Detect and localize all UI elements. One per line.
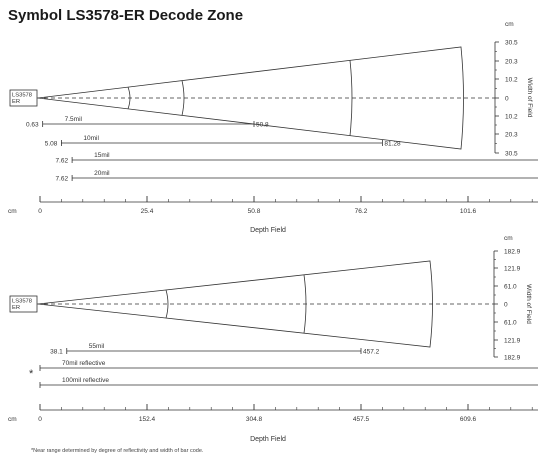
range-near-label: 7.62 [55, 175, 68, 182]
width-axis-title: Width of Field [525, 284, 532, 324]
decode-zone-arc [349, 60, 353, 136]
width-axis-tick-label: 182.9 [504, 354, 521, 361]
range-barcode-label: 100mil reflective [62, 377, 109, 384]
range-near-label: 0.63 [26, 121, 39, 128]
page-title: Symbol LS3578-ER Decode Zone [8, 7, 244, 24]
depth-axis-title: Depth Field [250, 436, 286, 443]
width-axis-tick-label: 0 [505, 95, 509, 102]
width-axis-title: Width of Field [526, 78, 533, 118]
depth-axis-tick-label: 76.2 [355, 208, 368, 215]
range-far-label: 81.28 [384, 140, 401, 147]
width-axis-tick-label: 10.2 [505, 113, 518, 120]
width-axis-tick-label: 121.9 [504, 337, 521, 344]
decode-zone-arc [165, 289, 169, 319]
range-barcode-label: 55mil [89, 343, 105, 350]
depth-axis-tick-label: 50.8 [248, 208, 261, 215]
range-barcode-label: 15mil [94, 152, 110, 159]
range-far-label: 50.8 [256, 121, 269, 128]
width-axis-tick-label: 0 [504, 301, 508, 308]
width-axis-tick-label: 61.0 [504, 283, 517, 290]
range-barcode-label: 7.5mil [65, 116, 83, 123]
width-axis-tick-label: 121.9 [504, 265, 521, 272]
depth-axis-title: Depth Field [250, 227, 286, 234]
depth-axis-unit: cm [8, 416, 17, 423]
range-barcode-label: 10mil [83, 135, 99, 142]
depth-axis-tick-label: 0 [38, 208, 42, 215]
depth-axis-tick-label: 152.4 [139, 416, 156, 423]
range-near-label: 5.08 [45, 140, 58, 147]
range-barcode-label: 70mil reflective [62, 360, 106, 367]
width-axis-tick-label: 10.2 [505, 76, 518, 83]
width-axis-tick-label: 20.3 [505, 131, 518, 138]
scanner-label: LS3578 [12, 299, 32, 305]
width-axis-tick-label: 30.5 [505, 150, 518, 157]
width-axis-tick-label: 61.0 [504, 319, 517, 326]
footnote: *Near range determined by degree of refl… [31, 448, 204, 454]
depth-axis-unit: cm [8, 208, 17, 215]
depth-axis-tick-label: 457.5 [353, 416, 370, 423]
range-far-label: 457.2 [363, 348, 380, 355]
width-axis-tick-label: 182.9 [504, 248, 521, 255]
width-axis-unit: cm [504, 235, 513, 242]
depth-axis-tick-label: 609.6 [460, 416, 477, 423]
depth-axis-tick-label: 0 [38, 416, 42, 423]
footnote-marker: * [29, 368, 34, 380]
width-axis-tick-label: 30.5 [505, 39, 518, 46]
scanner-label: ER [12, 99, 20, 105]
scanner-label: ER [12, 305, 20, 311]
range-near-label: 38.1 [50, 348, 63, 355]
decode-zone-arc [181, 80, 185, 116]
depth-axis-tick-label: 101.6 [460, 208, 477, 215]
decode-zone-outline [37, 46, 464, 150]
range-near-label: 7.62 [55, 157, 68, 164]
width-axis-tick-label: 20.3 [505, 58, 518, 65]
depth-axis-tick-label: 25.4 [141, 208, 154, 215]
width-axis-unit: cm [505, 21, 514, 28]
range-barcode-label: 20mil [94, 170, 110, 177]
scanner-label: LS3578 [12, 93, 32, 99]
depth-axis-tick-label: 304.8 [246, 416, 263, 423]
